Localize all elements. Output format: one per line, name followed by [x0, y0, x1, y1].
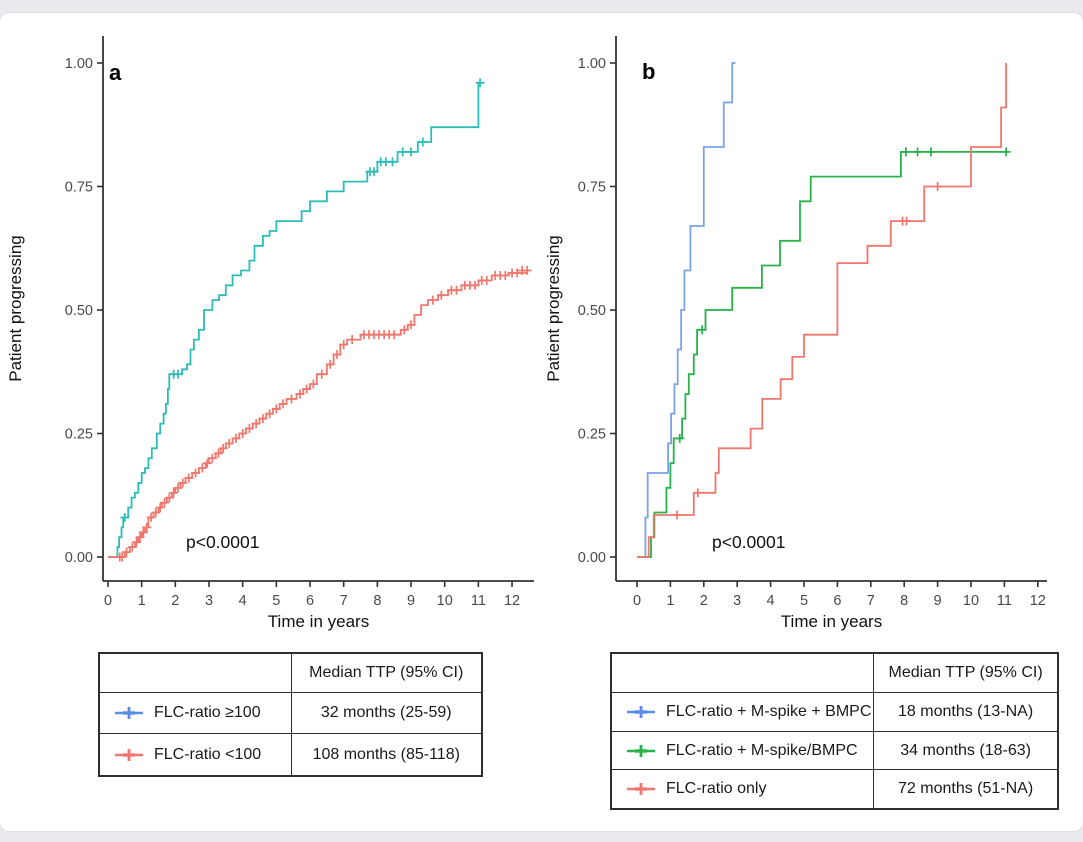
y-tick-label: 0.00 — [65, 550, 93, 566]
x-tick-label: 6 — [306, 593, 314, 609]
table-a-header-median-ttp: Median TTP (95% CI) — [290, 654, 482, 692]
km-curve-1 — [637, 62, 736, 558]
y-tick-label: 1.00 — [578, 56, 606, 72]
median-ttp-value: 32 months (25-59) — [290, 693, 482, 733]
x-tick-label: 6 — [833, 593, 841, 609]
table-a-header-empty — [100, 654, 291, 692]
median-ttp-value: 72 months (51-NA) — [873, 770, 1057, 808]
km-panel-a: 0.000.250.500.751.000 1 2 3 4 5 6 7 8 9 10 11 12Time… — [6, 36, 534, 631]
y-tick-label: 0.50 — [578, 303, 606, 319]
x-tick-label: 2 — [171, 593, 179, 609]
x-tick-label: 10 — [437, 593, 453, 609]
p-value-annotation: p<0.0001 — [712, 532, 785, 552]
legend-label: FLC-ratio + M-spike + BMPC — [666, 703, 872, 720]
p-value-annotation: p<0.0001 — [186, 532, 259, 552]
censor-marks-2 — [115, 265, 532, 562]
km-charts-svg: 0.000.250.500.751.000 1 2 3 4 5 6 7 8 9 10 11 12Time… — [6, 36, 1047, 631]
y-tick-label: 0.25 — [65, 427, 93, 443]
x-tick-label: 12 — [1030, 593, 1046, 609]
x-tick-label: 3 — [205, 593, 213, 609]
x-tick-label: 10 — [963, 593, 979, 609]
x-tick-label: 11 — [471, 593, 486, 609]
x-tick-label: 2 — [700, 593, 708, 609]
y-tick-label: 0.00 — [578, 550, 606, 566]
x-tick-label: 0 — [104, 593, 112, 609]
km-panel-b: 0.000.250.500.751.000 1 2 3 4 5 6 7 8 9 10 11 12Time… — [544, 36, 1047, 631]
x-tick-label: 5 — [272, 593, 280, 609]
x-tick-label: 7 — [867, 593, 875, 609]
x-tick-label: 9 — [934, 593, 942, 609]
panel-letter-b: b — [642, 59, 655, 84]
y-tick-label: 0.75 — [65, 180, 93, 196]
panel-letter-a: a — [109, 60, 122, 85]
table-row: FLC-ratio ≥100 32 months (25-59) — [100, 692, 481, 733]
x-tick-label: 11 — [997, 593, 1012, 609]
x-tick-label: 0 — [633, 593, 641, 609]
legend-label: FLC-ratio + M-spike/BMPC — [666, 741, 858, 759]
median-ttp-value: 18 months (13-NA) — [873, 693, 1057, 731]
table-b-header-empty — [612, 654, 873, 692]
censor-marks-3 — [672, 182, 943, 520]
censor-marks-1 — [120, 78, 485, 522]
km-curve-1 — [108, 81, 483, 558]
median-ttp-value: 34 months (18-63) — [873, 732, 1057, 769]
legend-label: FLC-ratio ≥100 — [154, 704, 261, 721]
x-tick-label: 4 — [239, 593, 247, 609]
table-row: Median TTP (95% CI) — [612, 654, 1057, 692]
x-tick-label: 1 — [666, 593, 674, 609]
km-curve-2 — [637, 151, 1008, 558]
x-tick-label: 8 — [900, 593, 908, 609]
legend-key-flc-ratio-lt100-icon — [115, 748, 143, 761]
legend-key-flc-ratio-ge100-icon — [115, 707, 143, 719]
legend-key-flc-mspike-or-bmpc-icon — [627, 744, 655, 757]
table-row: FLC-ratio only 72 months (51-NA) — [612, 769, 1057, 808]
x-tick-label: 12 — [504, 593, 520, 609]
x-tick-label: 7 — [340, 593, 348, 609]
x-tick-label: 5 — [800, 593, 808, 609]
x-tick-label: 4 — [767, 593, 775, 609]
legend-label: FLC-ratio <100 — [154, 745, 262, 763]
x-tick-label: 3 — [733, 593, 741, 609]
y-axis-title: Patient progressing — [544, 235, 563, 381]
legend-key-flc-only-icon — [627, 783, 655, 795]
km-curve-2 — [108, 270, 529, 558]
x-tick-label: 1 — [138, 593, 146, 609]
table-b-header-median-ttp: Median TTP (95% CI) — [873, 654, 1057, 692]
table-row: FLC-ratio <100 108 months (85-118) — [100, 733, 481, 775]
median-ttp-table-a: Median TTP (95% CI) FLC-ratio ≥100 32 mo… — [98, 652, 483, 777]
km-curve-3 — [637, 63, 1007, 558]
censor-marks-2 — [675, 147, 1011, 443]
median-ttp-table-b: Median TTP (95% CI) FLC-ratio + M-spike … — [610, 652, 1059, 810]
x-axis-title: Time in years — [781, 612, 882, 631]
legend-key-flc-mspike-bmpc-icon — [627, 706, 655, 718]
y-tick-label: 0.25 — [578, 427, 606, 443]
y-tick-label: 0.75 — [578, 180, 606, 196]
x-tick-label: 8 — [373, 593, 381, 609]
y-tick-label: 0.50 — [65, 303, 93, 319]
y-tick-label: 1.00 — [65, 56, 93, 72]
x-axis-title: Time in years — [268, 612, 369, 631]
y-axis-title: Patient progressing — [6, 235, 25, 381]
table-row: FLC-ratio + M-spike + BMPC 18 months (13… — [612, 692, 1057, 731]
table-row: Median TTP (95% CI) — [100, 654, 481, 692]
legend-label: FLC-ratio only — [666, 780, 767, 797]
x-tick-label: 9 — [407, 593, 415, 609]
median-ttp-value: 108 months (85-118) — [290, 734, 482, 775]
table-row: FLC-ratio + M-spike/BMPC 34 months (18-6… — [612, 731, 1057, 769]
